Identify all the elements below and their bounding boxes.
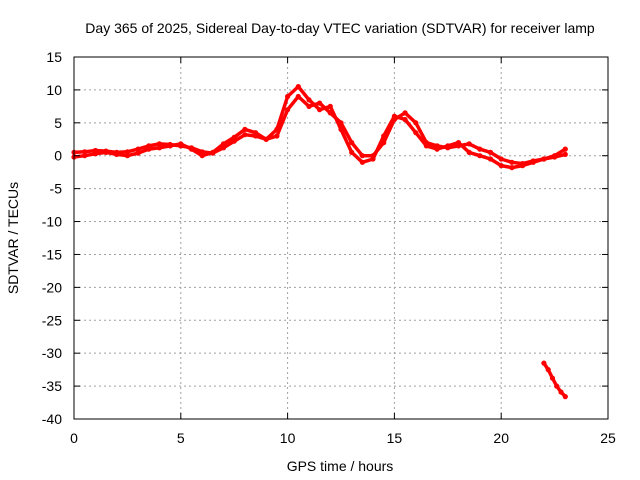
x-tick-label: 20 xyxy=(493,430,509,446)
tick-layer: 0 5 10 15 20 25 15 10 5 0 -5 -10 -15 -20 -25 -30 -35 -40 xyxy=(42,49,616,446)
data-point xyxy=(413,130,419,136)
data-point xyxy=(552,153,558,159)
data-point xyxy=(549,375,556,381)
y-tick-label: -25 xyxy=(42,312,62,328)
data-point xyxy=(487,156,494,162)
data-point xyxy=(338,126,344,132)
data-point xyxy=(146,146,152,152)
y-tick-label: -40 xyxy=(42,411,62,427)
data-point xyxy=(295,84,301,90)
data-point xyxy=(391,113,397,119)
data-point xyxy=(82,153,88,159)
y-tick-label: -15 xyxy=(42,246,62,262)
data-point xyxy=(327,103,333,109)
y-tick-label: -10 xyxy=(42,214,62,230)
data-point xyxy=(554,383,560,389)
data-point xyxy=(114,151,120,157)
x-tick-label: 25 xyxy=(600,430,616,446)
data-point xyxy=(156,145,162,151)
x-tick-label: 10 xyxy=(280,430,296,446)
data-point xyxy=(295,93,301,100)
data-point xyxy=(541,156,547,162)
y-tick-label: -30 xyxy=(42,345,62,361)
data-point xyxy=(349,149,355,155)
data-point xyxy=(541,360,547,366)
data-point xyxy=(231,134,237,140)
data-point xyxy=(124,153,130,159)
data-point xyxy=(306,103,312,109)
data-point xyxy=(562,394,568,400)
data-point xyxy=(285,107,291,113)
y-tick-label: 0 xyxy=(54,148,62,164)
y-tick-label: -35 xyxy=(42,378,62,394)
data-point xyxy=(562,151,568,157)
data-point xyxy=(317,100,323,106)
data-point xyxy=(349,140,355,146)
y-tick-label: -5 xyxy=(50,181,63,197)
x-axis-label: GPS time / hours xyxy=(287,458,394,474)
data-point xyxy=(135,150,141,156)
data-point xyxy=(220,141,227,147)
data-point xyxy=(242,132,248,138)
data-point xyxy=(199,153,205,159)
data-point xyxy=(402,110,408,116)
data-point xyxy=(545,367,551,373)
data-point xyxy=(423,143,429,149)
data-point xyxy=(103,149,109,155)
data-point xyxy=(253,130,259,136)
y-axis-label: SDTVAR / TECUs xyxy=(5,182,21,294)
data-point xyxy=(359,153,365,159)
data-point xyxy=(167,143,173,149)
x-tick-label: 0 xyxy=(70,430,78,446)
data-point xyxy=(306,97,312,103)
data-point xyxy=(509,159,515,165)
y-tick-label: 10 xyxy=(46,82,62,98)
data-point xyxy=(477,153,483,159)
data-point xyxy=(135,146,141,152)
data-point xyxy=(487,149,494,155)
data-point xyxy=(285,93,291,100)
data-point xyxy=(477,146,483,152)
y-tick-label: 15 xyxy=(46,49,62,65)
data-point xyxy=(263,136,269,142)
chart-title: Day 365 of 2025, Sidereal Day-to-day VTE… xyxy=(85,20,595,36)
y-tick-label: -20 xyxy=(42,279,62,295)
data-point xyxy=(359,159,365,165)
data-point xyxy=(381,133,387,139)
data-point xyxy=(455,140,462,146)
data-point xyxy=(413,120,419,126)
data-point xyxy=(434,146,440,152)
data-point xyxy=(210,149,216,155)
data-point xyxy=(178,141,184,147)
data-point xyxy=(188,146,195,152)
data-point xyxy=(92,151,98,157)
data-point xyxy=(530,159,536,165)
data-point xyxy=(562,146,568,152)
data-point xyxy=(242,126,248,132)
data-point xyxy=(82,149,88,155)
y-tick-label: 5 xyxy=(54,115,62,131)
data-point xyxy=(498,156,504,162)
data-point xyxy=(402,116,408,123)
data-point xyxy=(274,133,280,139)
data-point xyxy=(370,156,376,162)
data-point xyxy=(466,141,472,147)
data-point xyxy=(466,149,472,155)
data-point xyxy=(156,141,162,147)
data-point xyxy=(445,143,451,149)
x-tick-label: 5 xyxy=(177,430,185,446)
data-point xyxy=(124,149,130,155)
data-point xyxy=(509,165,515,171)
series-layer xyxy=(71,84,568,400)
data-point xyxy=(317,107,323,113)
data-point xyxy=(520,163,526,169)
plot-frame xyxy=(73,56,609,420)
data-point xyxy=(274,126,280,132)
x-tick-label: 15 xyxy=(387,430,403,446)
data-point xyxy=(558,389,564,395)
grid-layer xyxy=(74,57,608,419)
data-point xyxy=(498,163,504,169)
